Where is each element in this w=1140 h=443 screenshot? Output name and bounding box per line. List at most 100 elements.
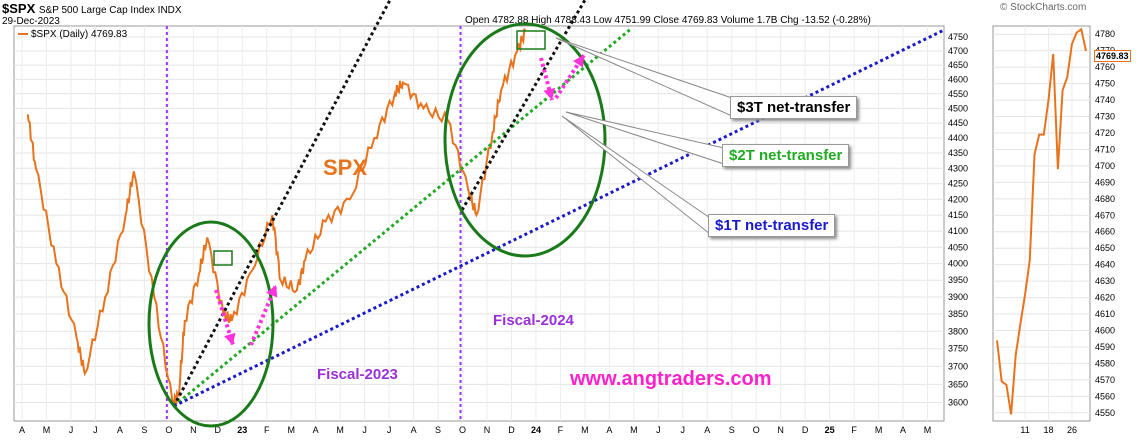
main-y-tick: 4450 xyxy=(948,118,968,128)
inset-y-tick: 4630 xyxy=(1095,276,1115,286)
fiscal-2023-ellipse xyxy=(147,220,275,428)
main-x-tick: 23 xyxy=(237,425,247,435)
main-x-tick: M xyxy=(630,425,638,435)
main-y-tick: 4750 xyxy=(948,32,968,42)
main-y-tick: 4400 xyxy=(948,133,968,143)
main-x-tick: J xyxy=(93,425,98,435)
main-y-tick: 3650 xyxy=(948,379,968,389)
inset-y-tick: 4710 xyxy=(1095,144,1115,154)
inset-y-tick: 4690 xyxy=(1095,177,1115,187)
main-x-tick: N xyxy=(190,425,197,435)
main-x-tick: N xyxy=(484,425,491,435)
main-x-tick: A xyxy=(704,425,710,435)
trendline-3t-fiscal24 xyxy=(460,0,587,211)
inset-y-tick: 4780 xyxy=(1095,29,1115,39)
inset-y-tick: 4750 xyxy=(1095,79,1115,89)
main-x-tick: N xyxy=(777,425,784,435)
down-arrow-2024-head xyxy=(543,87,556,100)
peak-box-2024 xyxy=(516,30,546,50)
fiscal-2023-label: Fiscal-2023 xyxy=(317,366,398,383)
legend-text: $SPX (Daily) 4769.83 xyxy=(31,29,128,40)
down-arrow-2023-head xyxy=(224,332,236,345)
main-x-tick: A xyxy=(411,425,417,435)
main-y-tick: 3750 xyxy=(948,344,968,354)
main-y-tick: 4000 xyxy=(948,259,968,269)
main-y-tick: 3900 xyxy=(948,292,968,302)
main-x-tick: J xyxy=(656,425,661,435)
ohlc-readout: Open 4782.88 High 4788.43 Low 4751.99 Cl… xyxy=(465,15,871,26)
inset-x-tick: 18 xyxy=(1044,425,1054,435)
main-x-tick: M xyxy=(43,425,51,435)
main-y-tick: 4150 xyxy=(948,210,968,220)
main-x-tick: F xyxy=(264,425,270,435)
up-arrow-2023-head xyxy=(266,285,278,298)
main-y-tick: 4600 xyxy=(948,74,968,84)
chart-date: 29-Dec-2023 xyxy=(2,16,60,27)
main-y-tick: 4250 xyxy=(948,179,968,189)
inset-y-tick: 4650 xyxy=(1095,243,1115,253)
spx-price-line xyxy=(26,28,527,407)
main-y-tick: 4700 xyxy=(948,46,968,56)
inset-y-tick: 4730 xyxy=(1095,112,1115,122)
spx-label: SPX xyxy=(323,155,368,180)
main-x-tick: S xyxy=(141,425,147,435)
callout-1t: $1T net-transfer xyxy=(708,214,836,237)
main-y-tick: 3850 xyxy=(948,309,968,319)
main-x-tick: A xyxy=(313,425,319,435)
up-arrow-2024-head xyxy=(572,55,584,68)
fiscal-2024-label: Fiscal-2024 xyxy=(493,312,574,329)
main-y-tick: 4200 xyxy=(948,194,968,204)
main-y-tick: 3800 xyxy=(948,326,968,336)
inset-y-tick: 4560 xyxy=(1095,391,1115,401)
inset-price-line xyxy=(996,27,1087,415)
main-x-tick: M xyxy=(581,425,589,435)
inset-x-tick: 11 xyxy=(1020,425,1029,435)
inset-y-tick: 4550 xyxy=(1095,408,1115,418)
main-x-tick: J xyxy=(681,425,686,435)
inset-y-tick: 4720 xyxy=(1095,128,1115,138)
main-x-tick: A xyxy=(19,425,25,435)
inset-y-tick: 4590 xyxy=(1095,342,1115,352)
main-x-tick: J xyxy=(362,425,367,435)
main-y-tick: 4500 xyxy=(948,103,968,113)
main-x-tick: O xyxy=(165,425,172,435)
main-y-tick: 3950 xyxy=(948,275,968,285)
trendline-3t xyxy=(172,0,392,407)
main-x-tick: M xyxy=(875,425,883,435)
symbol: $SPX xyxy=(2,1,36,16)
fiscal-2024-ellipse xyxy=(443,22,607,258)
main-x-tick: A xyxy=(606,425,612,435)
callout-2t: $2T net-transfer xyxy=(722,144,850,167)
main-x-tick: D xyxy=(802,425,809,435)
main-x-tick: 25 xyxy=(825,425,835,435)
inset-y-tick: 4670 xyxy=(1095,210,1115,220)
inset-y-tick: 4760 xyxy=(1095,62,1115,72)
main-x-tick: A xyxy=(900,425,906,435)
callout-3t: $3T net-transfer xyxy=(730,96,858,119)
inset-y-tick: 4640 xyxy=(1095,260,1115,270)
main-y-tick: 4550 xyxy=(948,89,968,99)
main-x-tick: F xyxy=(558,425,564,435)
main-x-tick: 24 xyxy=(531,425,541,435)
main-x-tick: O xyxy=(459,425,466,435)
website-label: www.angtraders.com xyxy=(570,368,772,390)
main-y-tick: 4350 xyxy=(948,148,968,158)
inset-y-tick: 4740 xyxy=(1095,95,1115,105)
inset-y-tick: 4680 xyxy=(1095,194,1115,204)
stockcharts-watermark: © StockCharts.com xyxy=(1000,2,1087,13)
peak-box-2023 xyxy=(213,250,233,266)
main-x-tick: M xyxy=(336,425,344,435)
main-x-tick: D xyxy=(215,425,222,435)
inset-y-tick: 4700 xyxy=(1095,161,1115,171)
symbol-name: S&P 500 Large Cap Index INDX xyxy=(38,5,182,16)
main-x-tick: J xyxy=(387,425,392,435)
last-price-tag: 4769.83 xyxy=(1094,50,1131,62)
main-x-tick: D xyxy=(508,425,515,435)
main-x-tick: O xyxy=(753,425,760,435)
symbol-title: $SPX S&P 500 Large Cap Index INDX xyxy=(2,1,182,16)
inset-y-tick: 4570 xyxy=(1095,375,1115,385)
main-y-tick: 4050 xyxy=(948,242,968,252)
inset-y-tick: 4610 xyxy=(1095,309,1115,319)
main-y-tick: 4650 xyxy=(948,60,968,70)
